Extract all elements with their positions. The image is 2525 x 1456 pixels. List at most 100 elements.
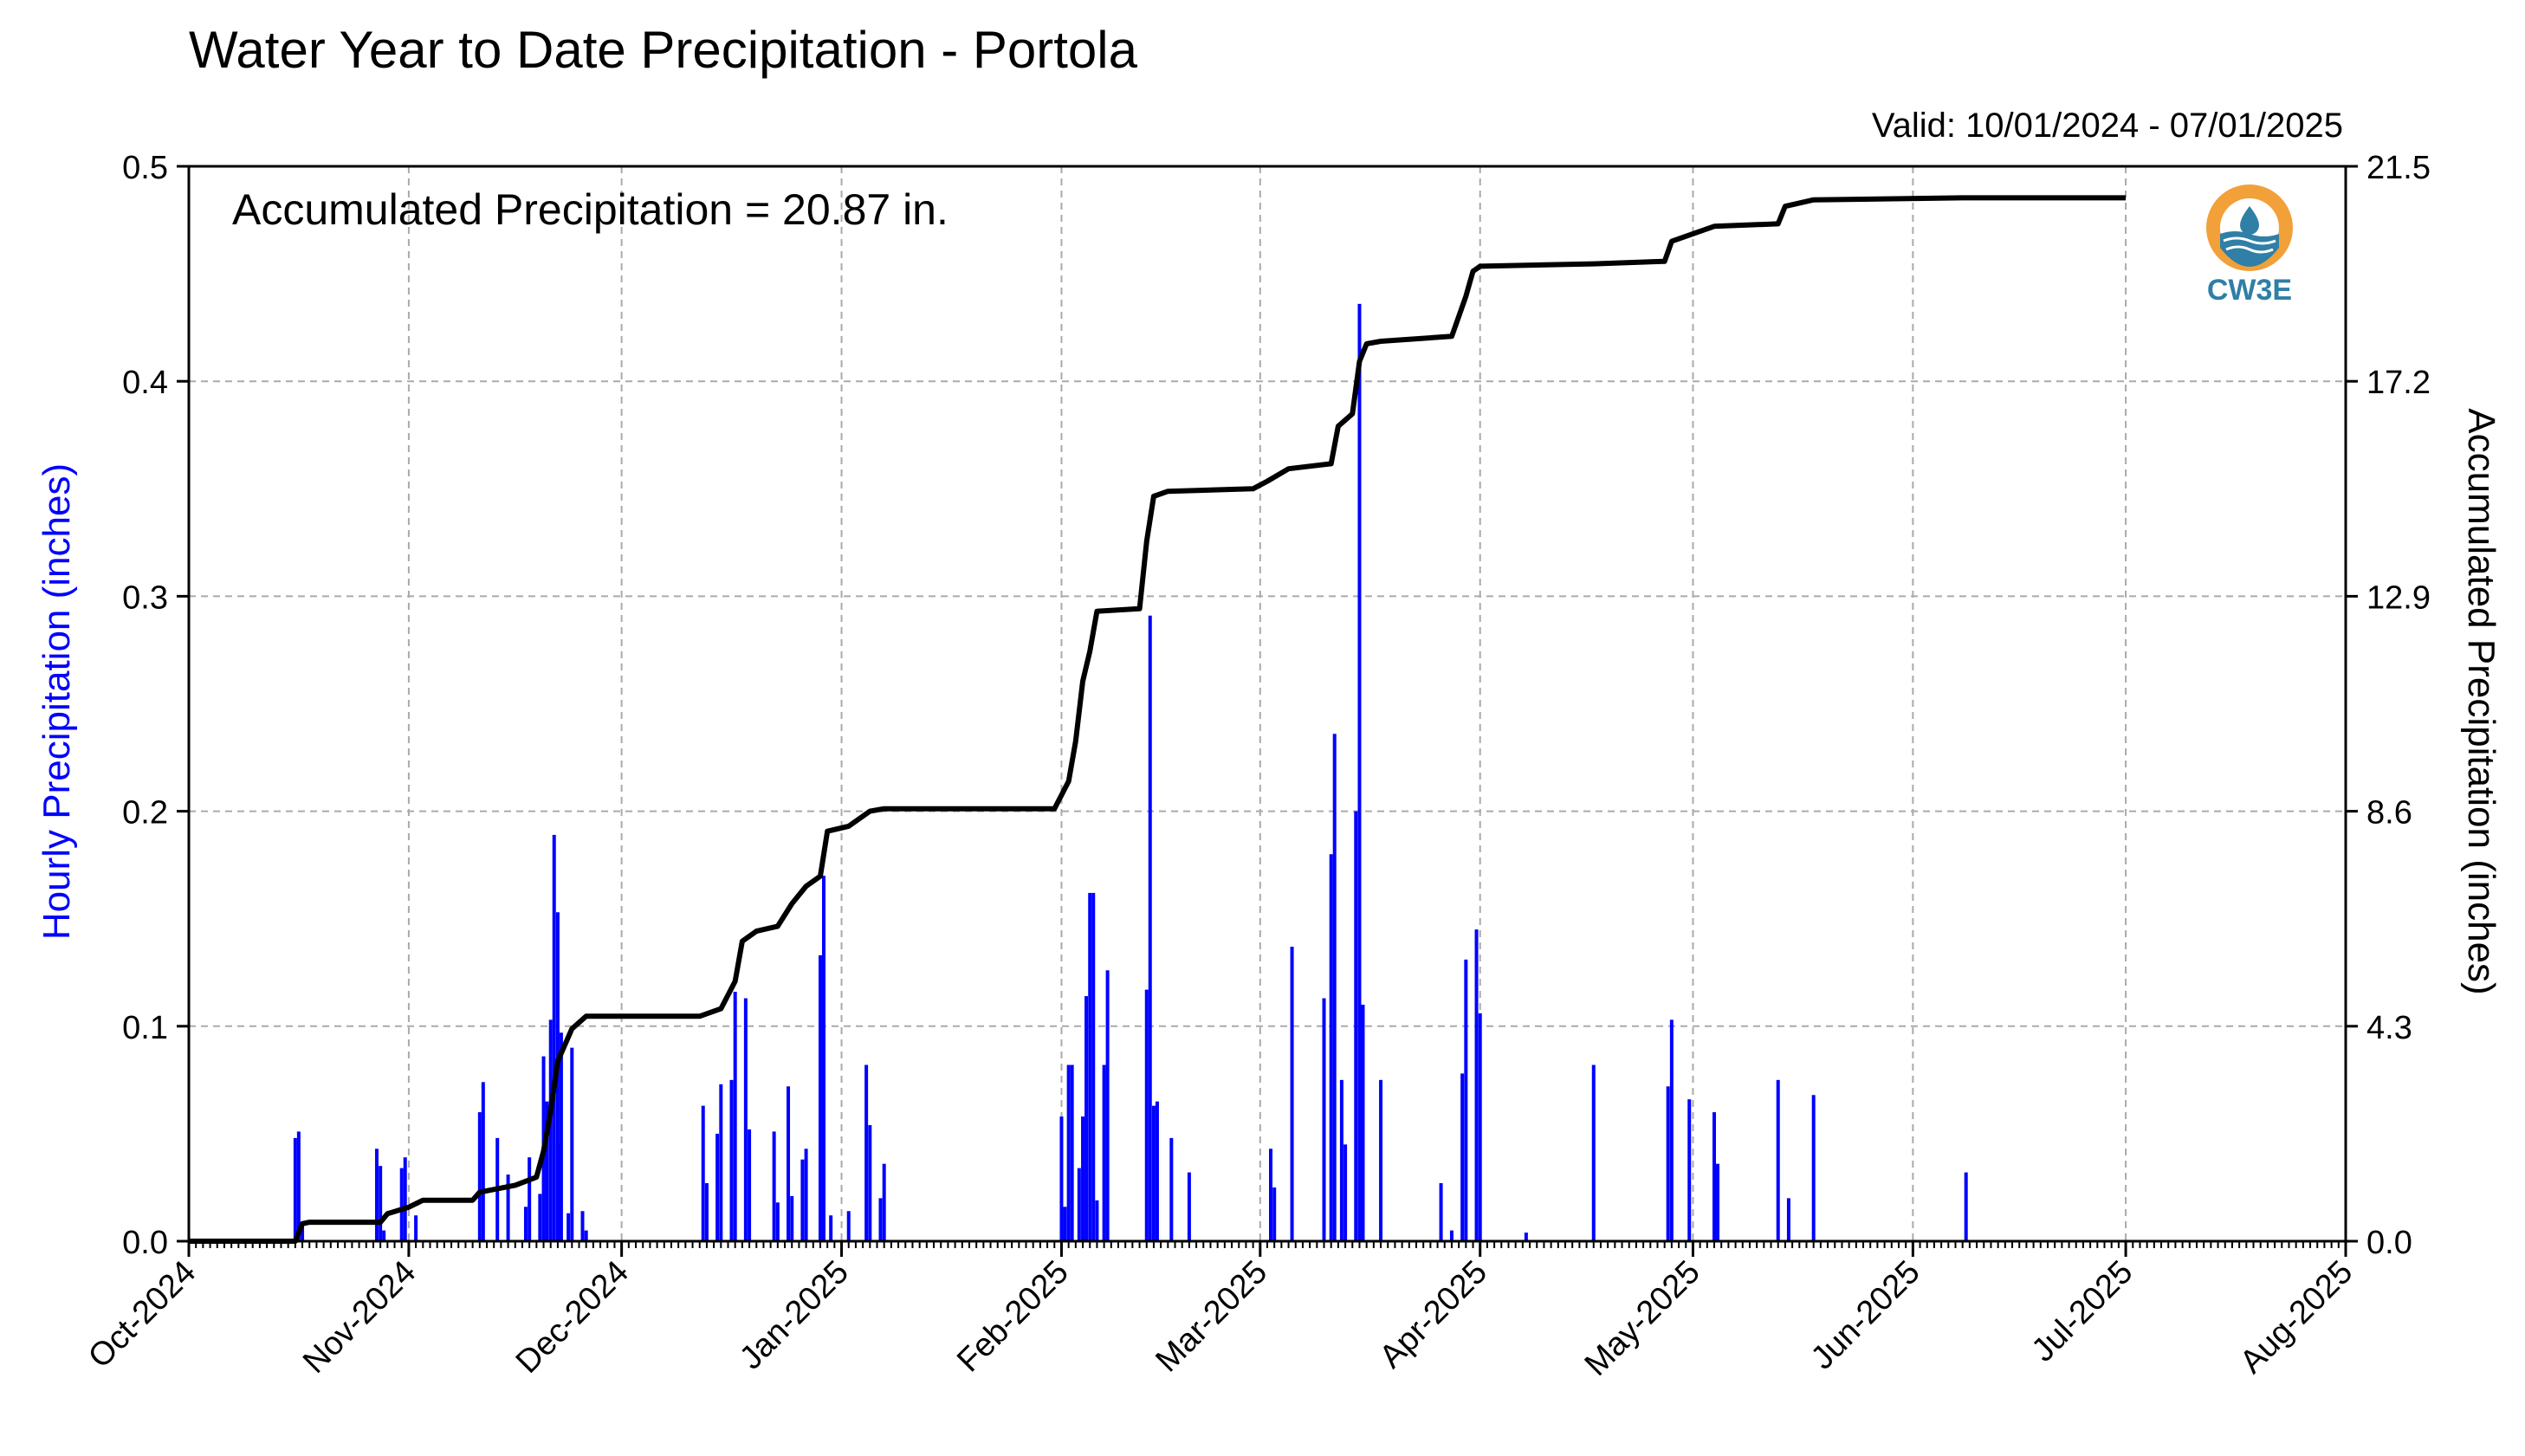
hourly-bar (1712, 1112, 1717, 1241)
hourly-bar (704, 1182, 709, 1241)
x-tick-label: Nov-2024 (296, 1254, 423, 1381)
hourly-bar (580, 1211, 585, 1241)
hourly-bar (1066, 1064, 1071, 1241)
hourly-bar (772, 1131, 776, 1241)
hourly-bar (878, 1198, 883, 1241)
hourly-bar (1449, 1230, 1453, 1241)
hourly-bar (701, 1105, 705, 1241)
right-y-tick-label: 4.3 (2366, 1010, 2412, 1046)
accumulated-line-layer (189, 195, 2127, 1244)
hourly-bar (1666, 1086, 1670, 1241)
hourly-bar (864, 1064, 869, 1241)
hourly-bar (743, 998, 748, 1241)
hourly-bar (1354, 811, 1358, 1241)
right-y-tick-label: 17.2 (2366, 365, 2431, 401)
x-tick-label: Feb-2025 (950, 1254, 1076, 1380)
hourly-bar (1591, 1064, 1596, 1241)
hourly-bar (1964, 1172, 1968, 1241)
hourly-bar (1460, 1073, 1465, 1241)
hourly-bar (787, 1086, 791, 1241)
hourly-bar (1474, 929, 1479, 1241)
hourly-bar (1811, 1095, 1816, 1241)
hourly-bar (1070, 1064, 1074, 1241)
hourly-bar (528, 1157, 532, 1241)
hourly-bar (1084, 996, 1089, 1241)
x-tick-label: Jun-2025 (1804, 1254, 1927, 1377)
hourly-bar (523, 1207, 528, 1241)
x-tick-label: Jul-2025 (2025, 1254, 2140, 1369)
hourly-bar (1102, 1064, 1106, 1241)
left-y-tick-label: 0.3 (122, 579, 168, 616)
left-axis-label: Hourly Precipitation (inches) (36, 463, 78, 940)
hourly-bar (481, 1082, 485, 1241)
hourly-bar (1169, 1137, 1174, 1241)
hourly-bar (1095, 1200, 1099, 1241)
right-axis-label: Accumulated Precipitation (inches) (2460, 408, 2502, 994)
hourly-bar (829, 1215, 833, 1241)
x-tick-label: Dec-2024 (509, 1254, 636, 1381)
left-y-tick-label: 0.1 (122, 1010, 168, 1046)
left-y-tick-label: 0.4 (122, 365, 168, 401)
hourly-bar (1144, 989, 1149, 1241)
hourly-bar (775, 1202, 780, 1241)
hourly-bar (382, 1230, 386, 1241)
hourly-bar (1063, 1207, 1067, 1241)
hourly-bar (552, 834, 556, 1241)
hourly-bar (1361, 1004, 1365, 1241)
hourly-bar (1464, 959, 1468, 1241)
hourly-bar (1081, 1116, 1085, 1241)
hourly-bar (882, 1163, 886, 1241)
left-y-tick-label: 0.0 (122, 1225, 168, 1261)
x-tick-label: May-2025 (1578, 1254, 1707, 1383)
hourly-bar (1155, 1101, 1159, 1241)
accumulated-precipitation-line (189, 195, 2127, 1244)
hourly-bar (1332, 734, 1337, 1241)
hourly-bar (1187, 1172, 1191, 1241)
hourly-bar (1151, 1105, 1156, 1241)
hourly-bar (804, 1149, 808, 1241)
hourly-bar (729, 1079, 734, 1241)
hourly-bar (1786, 1198, 1790, 1241)
hourly-bar (1669, 1019, 1674, 1241)
hourly-bar (733, 992, 737, 1241)
x-tick-label: Apr-2025 (1373, 1254, 1494, 1375)
cw3e-logo-icon (2206, 184, 2293, 271)
hourly-bars-layer (293, 303, 1968, 1241)
hourly-bar (1716, 1163, 1720, 1241)
hourly-bar (545, 1101, 549, 1241)
hourly-bar (846, 1211, 851, 1241)
x-tick-label: Mar-2025 (1149, 1254, 1274, 1380)
hourly-bar (1524, 1233, 1528, 1241)
hourly-bar (1478, 1013, 1482, 1241)
hourly-bar (414, 1215, 418, 1241)
hourly-bar (1059, 1116, 1064, 1241)
hourly-bar (821, 876, 825, 1241)
hourly-bar (548, 1019, 553, 1241)
cw3e-logo: CW3E (2202, 180, 2297, 310)
right-y-tick-label: 12.9 (2366, 579, 2431, 616)
left-y-tick-label: 0.2 (122, 795, 168, 832)
hourly-bar (477, 1112, 482, 1241)
hourly-bar (538, 1194, 542, 1241)
hourly-bar (748, 1129, 752, 1241)
hourly-bar (506, 1175, 510, 1241)
accumulated-total-annotation: Accumulated Precipitation = 20.87 in. (232, 185, 948, 234)
x-tick-label: Aug-2025 (2233, 1254, 2360, 1381)
hourly-bar (555, 1144, 560, 1241)
hourly-bar (1322, 998, 1326, 1241)
grid-layer (189, 166, 2346, 1241)
chart-title: Water Year to Date Precipitation - Porto… (189, 21, 1137, 79)
hourly-bar (399, 1168, 404, 1241)
hourly-bar (800, 1159, 805, 1241)
hourly-bar (1343, 1144, 1348, 1241)
hourly-bar (1091, 892, 1096, 1241)
cw3e-logo-text: CW3E (2206, 274, 2293, 307)
hourly-bar (1088, 892, 1092, 1241)
hourly-bar (301, 1226, 305, 1241)
hourly-bar (403, 1157, 407, 1241)
hourly-bar (790, 1195, 794, 1241)
hourly-bar (719, 1084, 723, 1241)
hourly-bar (379, 1166, 383, 1241)
hourly-bar (1329, 854, 1333, 1241)
